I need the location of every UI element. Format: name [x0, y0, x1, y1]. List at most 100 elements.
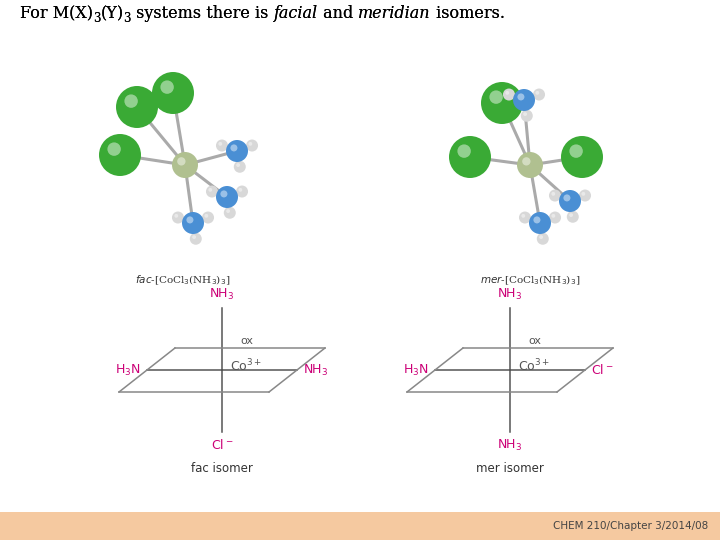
Text: facial: facial: [274, 5, 318, 22]
Circle shape: [579, 190, 591, 201]
Text: Co$^{3+}$: Co$^{3+}$: [230, 357, 262, 374]
Circle shape: [99, 134, 141, 176]
Circle shape: [190, 233, 202, 245]
Circle shape: [534, 217, 541, 224]
Circle shape: [161, 80, 174, 94]
Circle shape: [204, 214, 208, 218]
Circle shape: [449, 136, 491, 178]
Circle shape: [522, 157, 531, 166]
Text: fac isomer: fac isomer: [191, 462, 253, 475]
Text: NH$_3$: NH$_3$: [498, 438, 523, 453]
Circle shape: [533, 89, 545, 100]
Text: H$_3$N: H$_3$N: [115, 362, 141, 377]
Circle shape: [192, 235, 196, 239]
Circle shape: [521, 214, 525, 218]
Circle shape: [116, 86, 158, 128]
Circle shape: [216, 139, 228, 152]
Circle shape: [238, 188, 242, 192]
Circle shape: [457, 144, 471, 158]
Circle shape: [230, 144, 238, 151]
Circle shape: [503, 89, 515, 100]
Circle shape: [218, 142, 222, 146]
Circle shape: [549, 190, 561, 201]
Text: (Y): (Y): [101, 5, 124, 22]
Text: Co$^{3+}$: Co$^{3+}$: [518, 357, 550, 374]
Text: 3: 3: [93, 12, 101, 25]
Text: (Y): (Y): [101, 5, 124, 22]
Circle shape: [519, 212, 531, 224]
Circle shape: [517, 152, 543, 178]
Circle shape: [234, 161, 246, 173]
Circle shape: [513, 89, 535, 111]
Text: Cl$^-$: Cl$^-$: [211, 438, 233, 452]
Text: and: and: [318, 5, 358, 22]
Text: facial: facial: [274, 5, 318, 22]
Circle shape: [523, 112, 527, 116]
Text: NH$_3$: NH$_3$: [498, 287, 523, 302]
Text: NH$_3$: NH$_3$: [303, 362, 328, 377]
Circle shape: [172, 212, 184, 224]
Circle shape: [224, 207, 235, 219]
Text: 3: 3: [93, 12, 101, 25]
Bar: [0, 512, 720, 540]
Text: 3: 3: [124, 12, 131, 25]
Circle shape: [236, 186, 248, 198]
Circle shape: [174, 214, 179, 218]
Circle shape: [552, 214, 555, 218]
Circle shape: [481, 82, 523, 124]
Circle shape: [172, 152, 198, 178]
Circle shape: [248, 142, 252, 146]
Circle shape: [152, 72, 194, 114]
Circle shape: [529, 212, 551, 234]
Circle shape: [226, 209, 230, 213]
Circle shape: [536, 91, 539, 94]
Text: and: and: [318, 5, 358, 22]
Circle shape: [202, 212, 214, 224]
Circle shape: [236, 163, 240, 167]
Circle shape: [177, 157, 186, 166]
Text: ox: ox: [528, 336, 541, 346]
Circle shape: [582, 192, 585, 196]
Circle shape: [220, 191, 228, 198]
Circle shape: [559, 190, 581, 212]
Circle shape: [570, 213, 573, 217]
Text: ox: ox: [240, 336, 253, 346]
Text: mer isomer: mer isomer: [476, 462, 544, 475]
Circle shape: [208, 188, 212, 192]
Text: H$_3$N: H$_3$N: [403, 362, 429, 377]
Circle shape: [216, 186, 238, 208]
Circle shape: [537, 233, 549, 245]
Circle shape: [518, 93, 524, 100]
Text: systems there is: systems there is: [131, 5, 274, 22]
Text: isomers.: isomers.: [431, 5, 505, 22]
Circle shape: [206, 186, 218, 198]
Circle shape: [125, 94, 138, 108]
Text: meridian: meridian: [358, 5, 431, 22]
Text: isomers.: isomers.: [431, 5, 505, 22]
Circle shape: [107, 143, 121, 156]
Circle shape: [505, 91, 509, 94]
Circle shape: [552, 192, 555, 196]
Text: NH$_3$: NH$_3$: [210, 287, 235, 302]
Circle shape: [521, 110, 533, 122]
Circle shape: [186, 217, 194, 224]
Circle shape: [182, 212, 204, 234]
Text: systems there is: systems there is: [131, 5, 274, 22]
Circle shape: [549, 212, 561, 224]
Circle shape: [539, 235, 543, 239]
Text: $\mathit{fac}$-[CoCl$_3$(NH$_3$)$_3$]: $\mathit{fac}$-[CoCl$_3$(NH$_3$)$_3$]: [135, 273, 230, 287]
Circle shape: [490, 90, 503, 104]
Text: $\mathit{mer}$-[CoCl$_3$(NH$_3$)$_3$]: $\mathit{mer}$-[CoCl$_3$(NH$_3$)$_3$]: [480, 273, 580, 287]
Text: Cl$^-$: Cl$^-$: [591, 363, 613, 377]
Circle shape: [570, 144, 583, 158]
Circle shape: [226, 140, 248, 162]
Circle shape: [561, 136, 603, 178]
Circle shape: [246, 139, 258, 152]
Circle shape: [567, 211, 579, 223]
Text: meridian: meridian: [358, 5, 431, 22]
Text: 3: 3: [124, 12, 131, 25]
Text: CHEM 210/Chapter 3/2014/08: CHEM 210/Chapter 3/2014/08: [553, 521, 708, 531]
Text: For M(X): For M(X): [20, 5, 93, 22]
Text: For M(X): For M(X): [20, 5, 93, 22]
Circle shape: [563, 194, 570, 201]
